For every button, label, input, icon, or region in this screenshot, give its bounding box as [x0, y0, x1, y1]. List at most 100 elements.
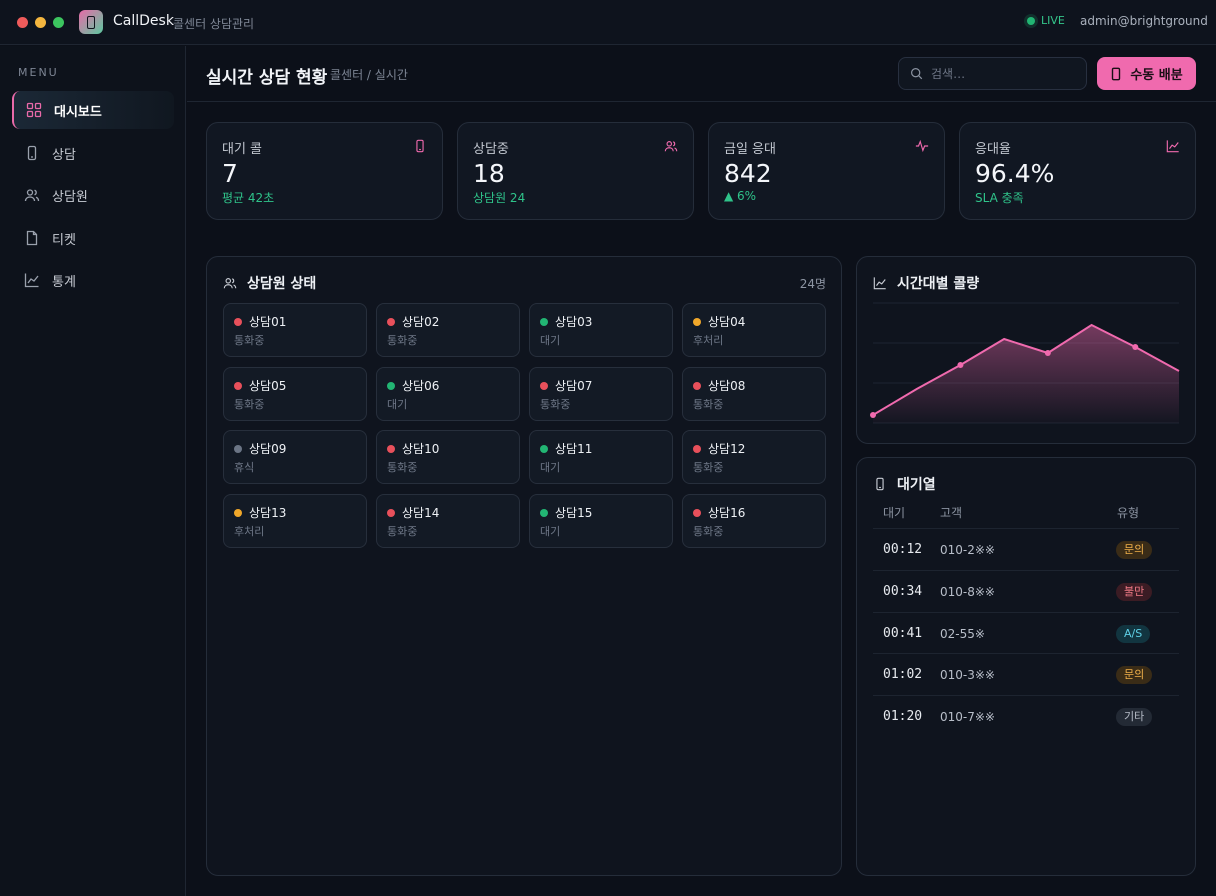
- agent-card[interactable]: 상담11 대기: [529, 430, 673, 484]
- agent-card[interactable]: 상담16 통화중: [682, 493, 826, 548]
- sidebar-item-tickets[interactable]: 티켓: [12, 219, 174, 257]
- menu-label: MENU: [18, 66, 59, 79]
- agent-card[interactable]: 상담08 통화중: [682, 366, 826, 421]
- agent-card[interactable]: 상담12 통화중: [682, 430, 826, 484]
- volume-panel-title: 시간대별 콜량: [897, 276, 980, 292]
- customer-number: 010-2※※: [940, 543, 995, 557]
- search-input[interactable]: [931, 66, 1071, 81]
- panel-title: 시간대별 콜량: [873, 273, 979, 293]
- window-close-button[interactable]: [17, 17, 28, 28]
- agents-panel-title: 상담원 상태: [247, 276, 317, 292]
- stat-card-in-progress: 상담중 18 상담원 24: [457, 122, 694, 220]
- agent-card[interactable]: 상담15 대기: [529, 493, 673, 548]
- agent-card[interactable]: 상담07 통화중: [529, 366, 673, 421]
- sidebar-item-label: 대시보드: [54, 104, 102, 120]
- file-icon: [26, 230, 38, 246]
- agent-card[interactable]: 상담10 통화중: [376, 430, 520, 484]
- status-dot-icon: [540, 318, 548, 326]
- stat-subtext: 상담원 24: [473, 191, 526, 205]
- chart-area-fill: [873, 325, 1179, 423]
- app-name: CallDesk: [113, 13, 174, 29]
- agent-status: 대기: [540, 524, 561, 538]
- agent-status: 대기: [540, 461, 561, 474]
- title-bar: CallDesk 콜센터 상담관리 LIVE admin@brightgroun…: [0, 0, 1216, 45]
- agent-status: 통화중: [387, 524, 418, 538]
- sidebar-item-consult[interactable]: 상담: [12, 134, 174, 172]
- queue-row[interactable]: 01:20 010-7※※ 기타: [873, 695, 1179, 737]
- agent-name: 상담10: [402, 442, 440, 456]
- stat-value: 96.4%: [975, 159, 1055, 188]
- agent-card[interactable]: 상담04 후처리: [682, 303, 826, 357]
- customer-number: 02-55※: [940, 626, 985, 641]
- live-dot-icon: [1027, 16, 1035, 25]
- agent-count: 24명: [799, 277, 826, 291]
- agent-card[interactable]: 상담05 통화중: [223, 366, 367, 421]
- pulse-icon: [915, 139, 929, 153]
- agent-card[interactable]: 상담06 대기: [376, 366, 520, 421]
- panel-title: 대기열: [873, 474, 936, 494]
- window-maximize-button[interactable]: [53, 17, 64, 28]
- user-account[interactable]: admin@brightground: [1080, 14, 1208, 28]
- stat-label: 상담중: [473, 142, 509, 157]
- agent-name: 상담05: [249, 378, 287, 393]
- agent-status: 통화중: [387, 334, 418, 347]
- agent-name: 상담08: [708, 378, 746, 393]
- stat-card-today: 금일 응대 842 ▲ 6%: [708, 122, 945, 220]
- status-dot-icon: [693, 318, 701, 326]
- queue-row[interactable]: 00:41 02-55※ A/S: [873, 611, 1179, 654]
- agent-card[interactable]: 상담14 통화중: [376, 493, 520, 548]
- page-header: 실시간 상담 현황 콜센터 / 실시간 수동 배분: [187, 46, 1216, 102]
- agent-name: 상담06: [402, 378, 440, 393]
- agent-status: 휴식: [234, 461, 255, 474]
- live-label: LIVE: [1041, 14, 1065, 27]
- column-header-type: 유형: [1117, 506, 1140, 520]
- agent-name: 상담15: [555, 505, 593, 520]
- breadcrumb: 콜센터 / 실시간: [330, 68, 408, 82]
- search-icon: [911, 68, 923, 80]
- sidebar: MENU 대시보드 상담 상담원 티켓 통계: [0, 46, 186, 896]
- stat-card-waiting: 대기 콜 7 평균 42초: [206, 122, 443, 220]
- queue-row[interactable]: 00:12 010-2※※ 문의: [873, 528, 1179, 570]
- agent-status: 통화중: [693, 524, 724, 538]
- agent-name: 상담12: [708, 442, 746, 456]
- status-dot-icon: [387, 445, 395, 453]
- queue-panel: 대기열 대기 고객 유형 00:12 010-2※※ 문의 00:34 010-8※※ 불…: [856, 457, 1196, 876]
- sidebar-item-dashboard[interactable]: 대시보드: [12, 91, 174, 129]
- queue-row[interactable]: 00:34 010-8※※ 불만: [873, 569, 1179, 612]
- status-dot-icon: [234, 381, 242, 390]
- agent-card[interactable]: 상담01 통화중: [223, 303, 367, 357]
- stat-value: 18: [473, 159, 505, 188]
- sidebar-item-agents[interactable]: 상담원: [12, 176, 174, 214]
- manual-assign-button[interactable]: 수동 배분: [1097, 57, 1196, 90]
- window-minimize-button[interactable]: [35, 17, 46, 28]
- status-dot-icon: [387, 508, 395, 517]
- stat-label: 금일 응대: [724, 142, 776, 157]
- agent-name: 상담03: [555, 315, 593, 329]
- chart-point: [1132, 344, 1139, 350]
- agent-status: 통화중: [387, 461, 418, 474]
- chart-point: [957, 362, 964, 368]
- column-header-customer: 고객: [940, 506, 963, 520]
- status-dot-icon: [693, 381, 701, 390]
- volume-panel: 시간대별 콜량: [856, 256, 1196, 444]
- status-dot-icon: [693, 445, 701, 453]
- agent-card[interactable]: 상담03 대기: [529, 303, 673, 357]
- agent-status: 후처리: [234, 524, 265, 538]
- status-dot-icon: [234, 318, 242, 326]
- agents-panel: 상담원 상태 24명 상담01 통화중 상담02 통화중 상담03 대기 상담04 후처리 상담…: [206, 256, 842, 876]
- queue-row[interactable]: 01:02 010-3※※ 문의: [873, 653, 1179, 695]
- agent-card[interactable]: 상담09 휴식: [223, 430, 367, 484]
- type-badge: A/S: [1116, 624, 1151, 643]
- agent-status: 통화중: [234, 334, 265, 347]
- column-header-wait: 대기: [883, 506, 906, 520]
- sidebar-item-label: 상담: [52, 147, 76, 163]
- sidebar-item-stats[interactable]: 통계: [12, 261, 174, 299]
- app-logo-icon: [79, 10, 103, 34]
- stat-label: 대기 콜: [222, 142, 263, 157]
- agent-name: 상담09: [249, 442, 287, 456]
- agent-card[interactable]: 상담02 통화중: [376, 303, 520, 357]
- status-dot-icon: [540, 381, 548, 390]
- agent-status: 후처리: [693, 334, 724, 347]
- agent-name: 상담16: [708, 505, 746, 520]
- agent-card[interactable]: 상담13 후처리: [223, 493, 367, 548]
